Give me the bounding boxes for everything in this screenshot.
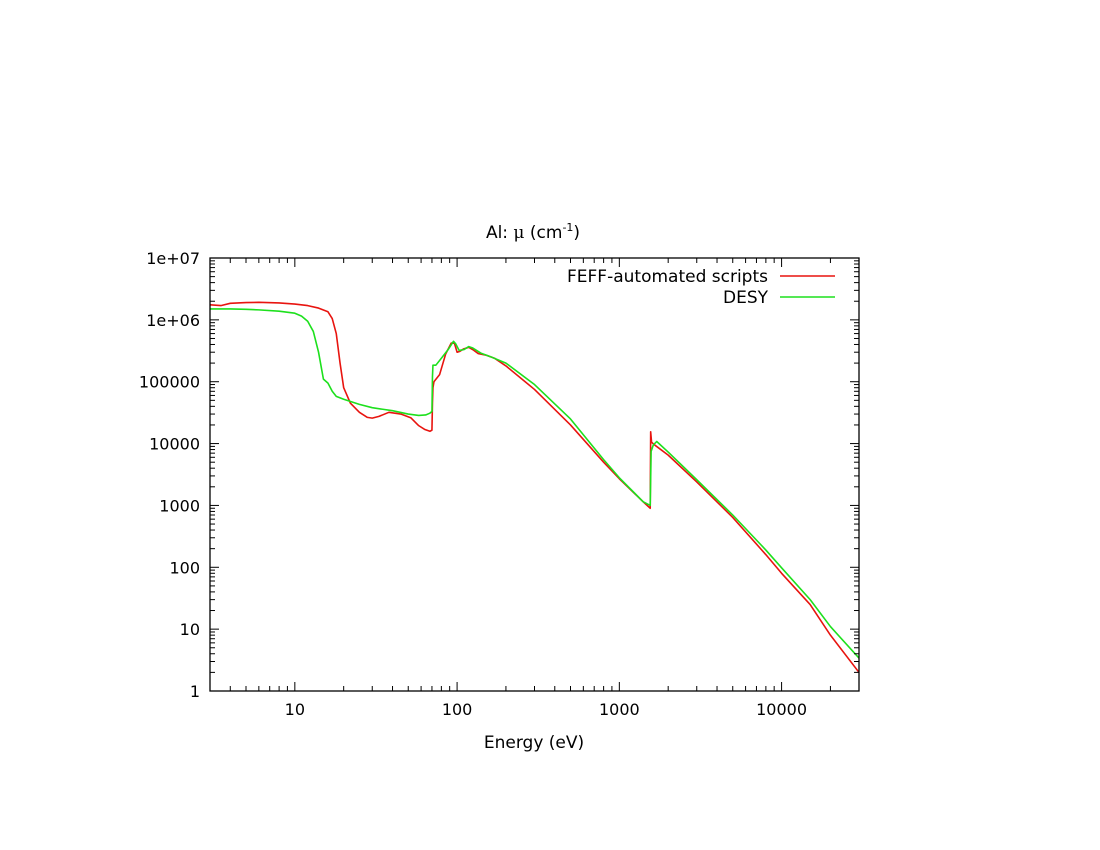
x-tick-label: 10 xyxy=(285,700,305,719)
y-tick-label: 1000 xyxy=(159,496,200,515)
series-layer xyxy=(210,301,859,673)
y-tick-label: 10 xyxy=(180,620,200,639)
series-line-desy xyxy=(210,308,859,659)
y-tick-label: 100 xyxy=(169,558,200,577)
title-prefix: Al: xyxy=(486,223,513,243)
title-mu-symbol: μ xyxy=(513,223,524,243)
x-tick-label: 1000 xyxy=(599,700,640,719)
y-tick-label: 1e+07 xyxy=(146,249,200,268)
y-tick-label: 1e+06 xyxy=(146,311,200,330)
ticks-layer: 1 10 100 1000 10000 100000 1e+06 1e+07 10 100 1000… xyxy=(139,249,860,719)
title-unit-open: (cm xyxy=(524,223,562,243)
y-tick-label: 10000 xyxy=(149,435,200,454)
title-unit-close: ) xyxy=(573,223,580,243)
legend-label-feff: FEFF-automated scripts xyxy=(567,267,768,287)
chart-title: Al: μ (cm-1) xyxy=(486,221,580,243)
y-tick-label: 100000 xyxy=(139,373,200,392)
x-axis-label: Energy (eV) xyxy=(484,733,584,753)
plot-frame xyxy=(209,257,860,692)
y-tick-label: 1 xyxy=(190,682,200,701)
legend-label-desy: DESY xyxy=(723,288,769,308)
x-tick-label: 10000 xyxy=(756,700,807,719)
x-tick-label: 100 xyxy=(442,700,473,719)
title-unit-superscript: -1 xyxy=(562,221,573,234)
series-line-feff xyxy=(210,301,859,673)
